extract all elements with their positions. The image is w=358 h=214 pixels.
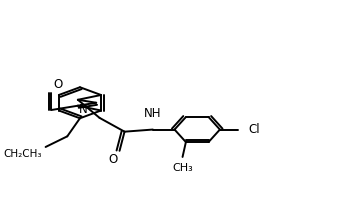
Text: Cl: Cl	[248, 123, 260, 136]
Text: CH₂CH₃: CH₂CH₃	[4, 149, 42, 159]
Text: CH₃: CH₃	[172, 163, 193, 173]
Text: O: O	[53, 78, 63, 91]
Text: NH: NH	[144, 107, 161, 120]
Text: N: N	[78, 103, 87, 116]
Text: O: O	[108, 153, 117, 166]
